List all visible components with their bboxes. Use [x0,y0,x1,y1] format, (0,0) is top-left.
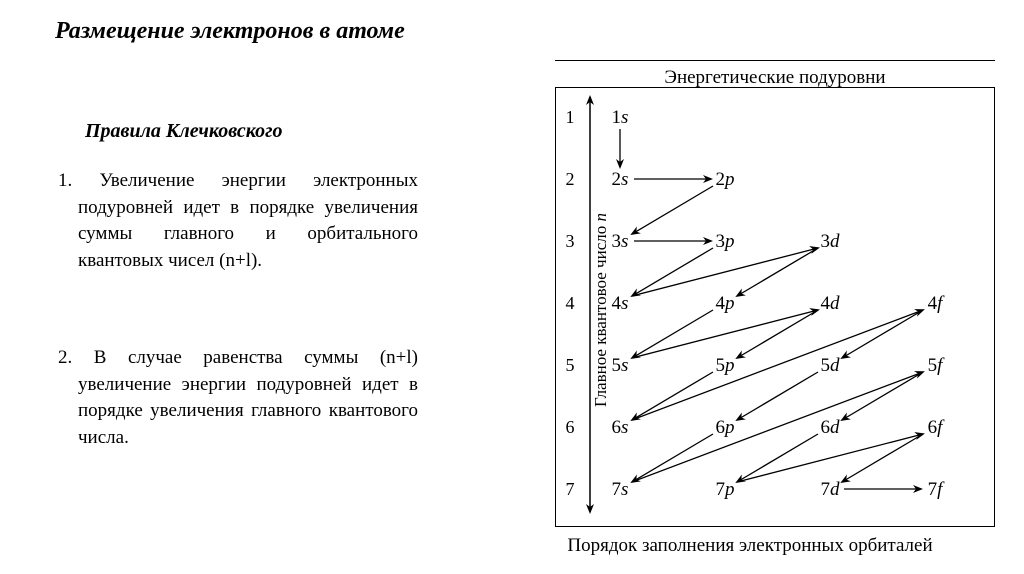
arrow-5s-4d [632,310,818,358]
orbital-4s: 4s [612,293,629,314]
diagram-header: Энергетические подуровни [555,67,995,89]
orbital-6f: 6f [928,417,946,438]
orbital-4p: 4p [716,293,735,314]
rule-2: 2. В случае равенства суммы (n+l) увелич… [58,345,418,451]
arrow-6d-7p [737,434,818,482]
orbital-6p: 6p [716,417,735,438]
arrow-6s-4f [632,310,923,420]
orbital-2s: 2s [612,169,629,190]
orbital-5p: 5p [716,355,735,376]
orbital-3d: 3d [821,231,841,252]
diagram-top-border [555,60,995,61]
arrow-4p-5s [632,310,713,358]
arrow-4d-5p [737,310,818,358]
arrow-6p-7s [632,434,713,482]
arrow-3d-4p [737,248,818,296]
orbital-6s: 6s [612,417,629,438]
arrow-2p-3s [632,186,713,234]
orbital-7d: 7d [821,479,841,500]
orbital-diagram: 1 2 3 4 5 6 7 1s 2s 2p 3s 3p 3d 4s 4p 4d 4f 5s 5p 5d 5f 6s 6p 6… [520,87,1000,532]
orbital-4f: 4f [928,293,946,314]
row-label-3: 3 [566,231,575,251]
arrow-6f-7d [842,434,923,482]
rule-1: 1. Увеличение энергии электронных подуро… [58,168,418,274]
row-label-6: 6 [566,417,575,437]
section-subtitle: Правила Клечковского [85,120,283,143]
arrow-7p-6f [737,434,923,482]
orbital-6d: 6d [821,417,841,438]
orbital-4d: 4d [821,293,841,314]
row-label-1: 1 [566,107,575,127]
arrow-5p-6s [632,372,713,420]
row-label-4: 4 [566,293,575,313]
orbital-3s: 3s [612,231,629,252]
orbital-7f: 7f [928,479,946,500]
orbital-5d: 5d [821,355,841,376]
orbital-3p: 3p [716,231,735,252]
arrow-5f-6d [842,372,923,420]
orbital-5s: 5s [612,355,629,376]
row-label-2: 2 [566,169,575,189]
orbital-1s: 1s [612,107,629,128]
arrow-4s-3d [632,248,818,296]
orbital-7p: 7p [716,479,735,500]
page-title: Размещение электронов в атоме [55,18,405,45]
arrow-4f-5d [842,310,923,358]
row-label-5: 5 [566,355,575,375]
arrow-7s-5f [632,372,923,482]
arrow-3p-4s [632,248,713,296]
orbital-7s: 7s [612,479,629,500]
row-label-7: 7 [566,479,575,499]
arrow-5d-6p [737,372,818,420]
orbital-5f: 5f [928,355,946,376]
diagram-caption: Порядок заполнения электронных орбиталей [500,535,1000,557]
orbital-2p: 2p [716,169,735,190]
